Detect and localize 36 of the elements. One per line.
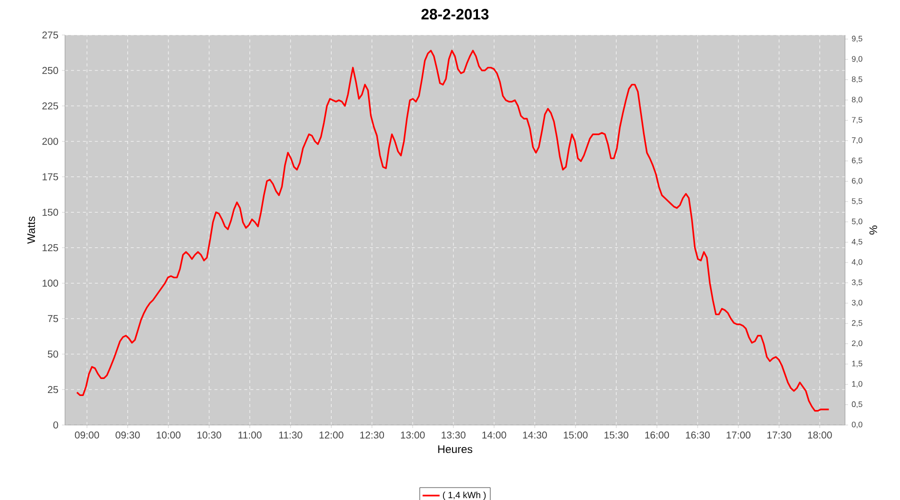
y-tick-label: 225 [42,102,58,110]
x-tick-label: 16:00 [645,432,670,439]
x-tick-label: 10:00 [156,432,180,439]
y-tick-label: 250 [42,66,58,74]
y-tick-label: 200 [42,138,58,145]
y-tick-label: 275 [42,31,58,39]
y-tick-label: 125 [42,244,58,252]
x-tick-label: 16:30 [686,432,710,439]
y2-axis-title: % [869,226,878,234]
x-tick-label: 15:00 [564,432,588,439]
x-tick-label: 11:30 [279,432,302,439]
y-tick-label: 50 [48,350,58,358]
x-tick-label: 09:00 [74,432,100,439]
x-tick-label: 18:00 [808,432,832,439]
x-tick-label: 10:30 [197,432,222,439]
x-tick-label: 09:30 [116,432,140,439]
legend-label: ( 1,4 kWh ) [442,492,486,500]
x-tick-label: 13:00 [400,432,425,439]
x-tick-label: 13:30 [442,432,466,439]
y-tick-label: 100 [42,280,58,287]
x-tick-label: 15:30 [604,432,628,439]
x-tick-label: 14:30 [523,432,547,439]
x-axis-title: Heures [438,445,472,454]
y-tick-label: 25 [48,386,58,394]
y-tick-label: 175 [42,173,58,180]
y-axis-title: Watts [27,216,36,244]
x-tick-label: 17:00 [726,432,750,439]
y-tick-label: 75 [48,315,58,322]
y-tick-label: 0 [53,421,58,429]
x-tick-label: 12:00 [320,432,344,439]
x-tick-label: 14:00 [482,432,506,439]
chart-title: 28-2-2013 [421,8,489,20]
x-tick-label: 17:30 [767,432,792,439]
x-tick-label: 11:00 [238,432,262,439]
y-tick-label: 150 [42,208,58,216]
x-tick-label: 12:30 [360,432,384,439]
